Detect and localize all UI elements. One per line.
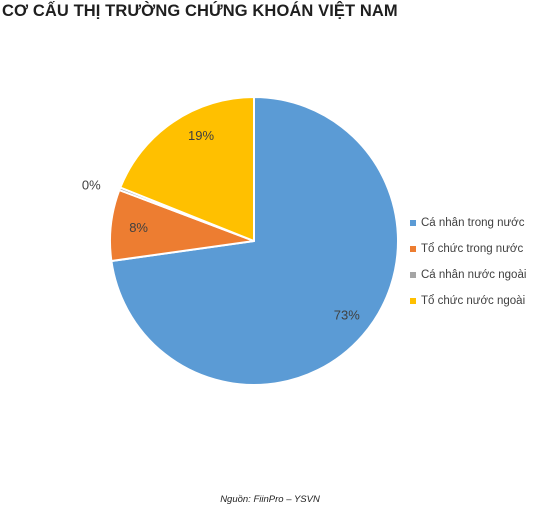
slice-data-label: 73% (334, 308, 360, 323)
legend-swatch (410, 272, 416, 278)
legend: Cá nhân trong nước Tổ chức trong nước Cá… (410, 210, 526, 314)
legend-item: Tổ chức trong nước (410, 236, 526, 262)
legend-label: Tổ chức trong nước (421, 243, 524, 255)
source-note: Nguồn: FiinPro – YSVN (220, 494, 320, 505)
slice-data-label: 0% (82, 178, 101, 193)
legend-label: Tổ chức nước ngoài (421, 295, 526, 307)
legend-item: Tổ chức nước ngoài (410, 288, 526, 314)
legend-item: Cá nhân nước ngoài (410, 262, 526, 288)
legend-swatch (410, 246, 416, 252)
legend-swatch (410, 220, 416, 226)
legend-swatch (410, 298, 416, 304)
slice-data-label: 8% (129, 220, 148, 235)
legend-item: Cá nhân trong nước (410, 210, 526, 236)
legend-label: Cá nhân nước ngoài (421, 269, 527, 281)
chart-title: CƠ CẤU THỊ TRƯỜNG CHỨNG KHOÁN VIỆT NAM (2, 2, 398, 20)
slice-data-label: 19% (188, 128, 214, 143)
legend-label: Cá nhân trong nước (421, 217, 525, 229)
pie-slice (119, 96, 255, 242)
